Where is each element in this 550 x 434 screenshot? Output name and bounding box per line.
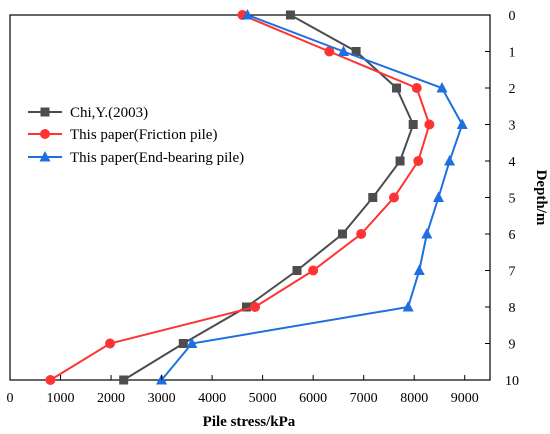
circle-marker bbox=[45, 375, 56, 385]
square-marker bbox=[351, 47, 361, 56]
circle-marker bbox=[413, 156, 424, 166]
legend-label: Chi,Y.(2003) bbox=[70, 105, 148, 121]
x-tick-label: 1000 bbox=[47, 391, 75, 406]
triangle-marker bbox=[421, 228, 433, 239]
series-1 bbox=[119, 10, 418, 385]
square-marker bbox=[241, 302, 251, 312]
circle-marker bbox=[424, 119, 435, 130]
triangle-marker bbox=[39, 151, 51, 162]
legend-item-3: This paper(End-bearing pile) bbox=[28, 150, 244, 166]
y-tick-label: 4 bbox=[509, 155, 516, 170]
legend-label: This paper(Friction pile) bbox=[70, 127, 217, 143]
x-tick-label: 8000 bbox=[400, 391, 428, 406]
circle-marker bbox=[389, 192, 399, 203]
y-tick-label: 10 bbox=[505, 374, 519, 389]
square-marker bbox=[392, 83, 402, 93]
series-2 bbox=[45, 10, 435, 385]
circle-marker bbox=[250, 302, 261, 312]
triangle-marker bbox=[444, 155, 456, 166]
x-tick-label: 5000 bbox=[249, 391, 277, 406]
square-marker bbox=[395, 156, 405, 166]
y-tick-label: 2 bbox=[509, 82, 516, 97]
triangle-marker bbox=[456, 118, 468, 129]
y-tick-label: 5 bbox=[509, 192, 516, 207]
triangle-marker bbox=[436, 82, 448, 93]
x-tick-label: 3000 bbox=[148, 391, 176, 406]
circle-marker bbox=[40, 129, 50, 139]
circle-marker bbox=[105, 338, 116, 349]
y-tick-label: 6 bbox=[509, 228, 516, 243]
x-axis-title: Pile stress/kPa bbox=[203, 414, 296, 430]
square-marker bbox=[178, 339, 188, 348]
legend-item-1: Chi,Y.(2003) bbox=[28, 105, 148, 121]
series-layer bbox=[45, 9, 468, 385]
triangle-marker bbox=[186, 337, 198, 348]
x-tick-label: 6000 bbox=[299, 391, 327, 406]
triangle-marker bbox=[337, 45, 349, 56]
legend-label: This paper(End-bearing pile) bbox=[70, 150, 244, 166]
series-3 bbox=[156, 9, 468, 385]
plot-border bbox=[9, 14, 491, 381]
x-tick-label: 4000 bbox=[198, 391, 226, 406]
x-tick-label: 0 bbox=[7, 391, 14, 406]
series-line bbox=[160, 14, 464, 381]
circle-marker bbox=[411, 83, 422, 93]
square-marker bbox=[408, 120, 418, 129]
square-marker bbox=[40, 107, 50, 117]
y-tick-label: 0 bbox=[509, 9, 516, 24]
square-marker bbox=[292, 266, 302, 275]
legend: Chi,Y.(2003) This paper(Friction pile) Thi… bbox=[28, 105, 244, 166]
circle-marker bbox=[356, 229, 367, 239]
square-marker bbox=[285, 10, 295, 20]
square-marker bbox=[337, 229, 347, 239]
triangle-marker bbox=[413, 264, 425, 275]
x-tick-label: 7000 bbox=[350, 391, 378, 406]
plot-frame bbox=[9, 14, 491, 381]
x-tick-label: 9000 bbox=[451, 391, 479, 406]
y-tick-label: 3 bbox=[509, 119, 516, 134]
y-tick-label: 7 bbox=[509, 265, 516, 280]
y-tick-label: 9 bbox=[509, 338, 516, 353]
square-marker bbox=[368, 193, 378, 202]
square-marker bbox=[119, 375, 129, 385]
circle-marker bbox=[308, 265, 319, 276]
y-axis-title: Depth/m bbox=[533, 170, 549, 226]
x-tick-label: 2000 bbox=[97, 391, 125, 406]
triangle-marker bbox=[402, 301, 414, 312]
y-tick-label: 1 bbox=[509, 46, 516, 61]
circle-marker bbox=[324, 46, 335, 57]
y-tick-label: 8 bbox=[509, 301, 516, 316]
legend-item-2: This paper(Friction pile) bbox=[28, 127, 217, 143]
triangle-marker bbox=[241, 9, 253, 20]
triangle-marker bbox=[432, 191, 444, 202]
ticks-layer: 0 1000 2000 3000 4000 5000 6000 7000 8000 9000 0 1 2… bbox=[7, 9, 520, 406]
